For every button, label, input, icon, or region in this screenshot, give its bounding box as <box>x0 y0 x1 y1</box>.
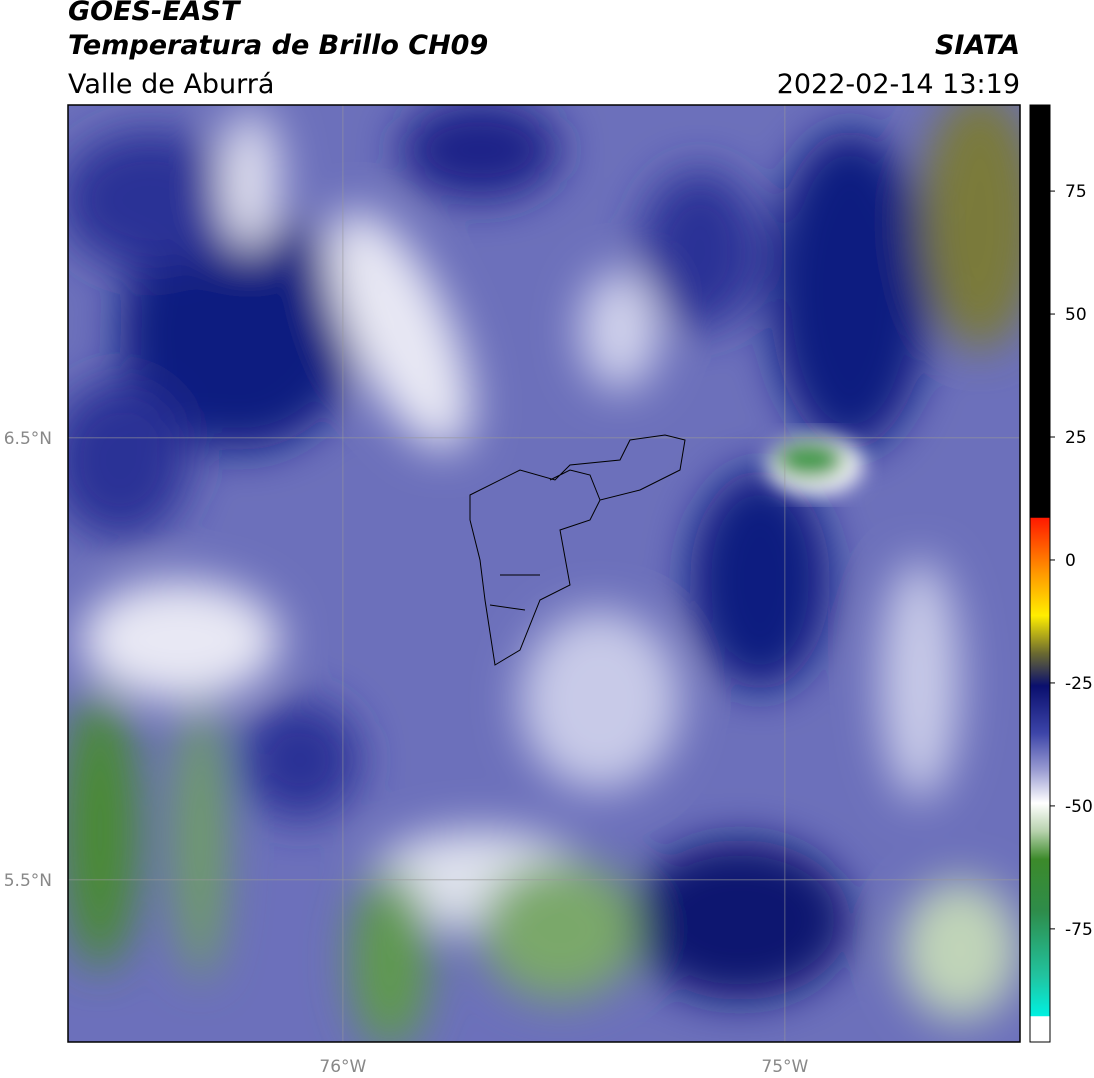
colorbar <box>1029 104 1051 1043</box>
colorbar-tick-label: 50 <box>1065 305 1087 325</box>
x-tick-label: 76°W <box>319 1057 366 1077</box>
graticule <box>68 105 1020 1042</box>
subtitle: Temperatura de Brillo CH09 <box>68 30 488 61</box>
y-tick-label: 6.5°N <box>4 429 52 449</box>
region: Valle de Aburrá <box>68 69 274 100</box>
datetime: 2022-02-14 13:19 <box>777 69 1020 100</box>
x-tick-label: 75°W <box>761 1057 808 1077</box>
title: GOES-EAST <box>68 0 242 27</box>
brightness-field <box>68 105 1020 1042</box>
colorbar-tick-label: 0 <box>1065 551 1076 571</box>
map-frame <box>67 104 1021 1043</box>
colorbar-tick-label: -75 <box>1065 920 1093 940</box>
colorbar-tick-label: -50 <box>1065 797 1093 817</box>
valley-boundary <box>469 434 686 666</box>
colorbar-tick-label: -25 <box>1065 674 1093 694</box>
colorbar-tick-label: 25 <box>1065 428 1087 448</box>
colorbar-tick-label: 75 <box>1065 182 1087 202</box>
y-tick-label: 5.5°N <box>4 871 52 891</box>
source: SIATA <box>935 30 1020 61</box>
